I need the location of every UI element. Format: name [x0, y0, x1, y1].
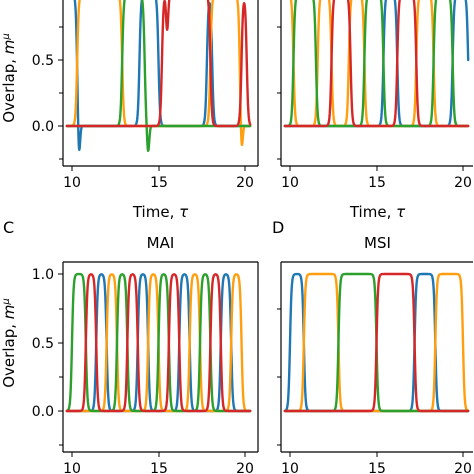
series-line-red: [65, 273, 252, 413]
x-tick-label: 20: [454, 461, 472, 474]
x-tick-label: 10: [281, 461, 299, 474]
x-tick-label: 15: [150, 175, 168, 191]
x-tick-label: 15: [368, 461, 386, 474]
series-line-orange: [289, 0, 470, 128]
x-tick-label: 10: [281, 175, 299, 191]
y-axis-label: Overlap, mμ: [0, 33, 18, 123]
x-tick-label: 20: [454, 175, 472, 191]
x-tick-label: 15: [368, 175, 386, 191]
y-tick-label: 0.5: [32, 53, 54, 69]
series-line-red: [283, 272, 470, 413]
panel-title: MSI: [364, 234, 391, 252]
panel-letter: C: [3, 218, 14, 237]
y-tick-label: 0.0: [32, 119, 54, 135]
series-line-orange: [283, 272, 470, 413]
panel-D: 10 15 20 MSI D: [272, 218, 473, 474]
x-tick-label: 15: [150, 461, 168, 474]
x-tick-label: 10: [63, 175, 81, 191]
panel-title: MAI: [147, 234, 175, 252]
y-tick-label: 0.0: [32, 404, 54, 420]
panel-A: 10 15 20 0.0 0.5 Time, τ Overlap, mμ: [0, 0, 259, 221]
x-tick-label: 20: [236, 461, 254, 474]
y-tick-label: 0.5: [32, 336, 54, 352]
series-line-green: [283, 0, 470, 128]
series-line-green: [65, 272, 252, 413]
series-line-red: [283, 0, 470, 128]
series-line-blue: [73, 0, 252, 152]
y-tick-label: 1.0: [32, 267, 54, 283]
x-tick-label: 10: [63, 461, 81, 474]
series-line-blue: [283, 0, 470, 128]
x-axis-label: Time, τ: [132, 203, 189, 221]
y-axis-label: Overlap, mμ: [0, 298, 18, 388]
panel-letter: D: [272, 218, 284, 237]
panel-B: 10 15 20 Time, τ: [277, 0, 473, 221]
series-line-red: [65, 0, 252, 128]
x-axis-label: Time, τ: [349, 203, 406, 221]
panel-C: 10 15 20 0.0 0.5 1.0 Overlap, mμ MAI C: [0, 218, 259, 474]
x-tick-label: 20: [236, 175, 254, 191]
